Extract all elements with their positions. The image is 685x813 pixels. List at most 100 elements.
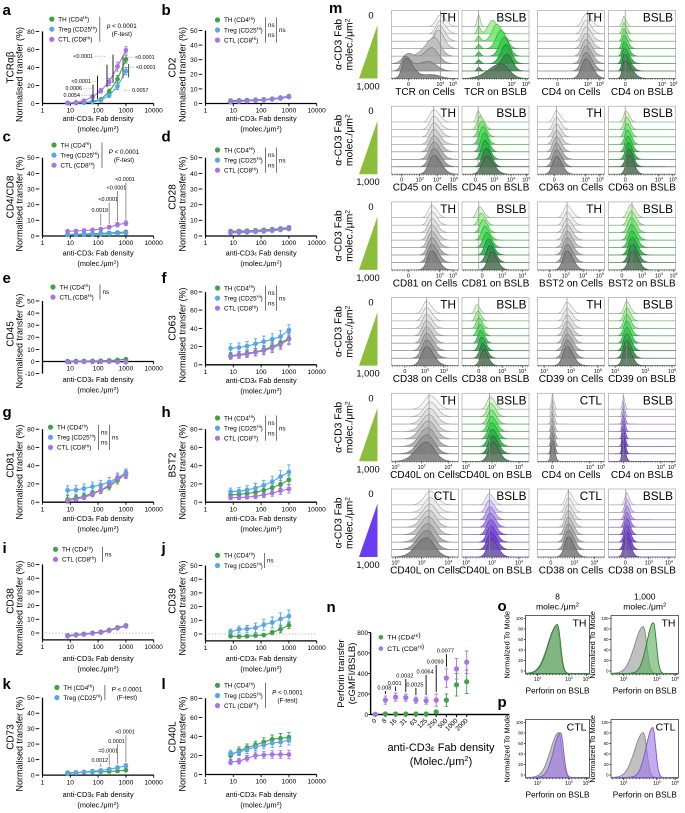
svg-text:103: 103 — [421, 368, 429, 375]
svg-text:0: 0 — [194, 101, 198, 108]
svg-text:CTL (CD8Hi): CTL (CD8Hi) — [61, 161, 95, 169]
svg-text:10000: 10000 — [145, 108, 164, 115]
svg-text:0: 0 — [194, 500, 198, 507]
svg-text:ns: ns — [103, 289, 110, 296]
svg-text:104: 104 — [591, 559, 599, 566]
svg-text:103: 103 — [416, 177, 424, 184]
svg-text:CD28: CD28 — [168, 184, 179, 210]
svg-text:10: 10 — [27, 347, 35, 354]
svg-text:1000: 1000 — [119, 644, 134, 651]
svg-text:10: 10 — [230, 108, 238, 115]
svg-text:ns: ns — [268, 430, 275, 437]
svg-text:104: 104 — [658, 81, 666, 88]
svg-text:Normalised transfer (%): Normalised transfer (%) — [15, 560, 25, 655]
svg-text:80: 80 — [518, 627, 523, 632]
svg-text:<0.0001: <0.0001 — [135, 55, 155, 61]
svg-text:0: 0 — [622, 465, 625, 471]
svg-text:ns: ns — [112, 435, 119, 442]
svg-text:20: 20 — [27, 481, 35, 488]
svg-text:BSLB: BSLB — [496, 11, 526, 25]
svg-text:0: 0 — [371, 717, 379, 725]
svg-text:b: b — [162, 2, 171, 19]
svg-text:(F-test): (F-test) — [114, 157, 134, 164]
svg-text:CD45 on Cells: CD45 on Cells — [393, 183, 457, 194]
svg-text:0: 0 — [31, 630, 35, 637]
svg-text:anti-CD3ε Fab density: anti-CD3ε Fab density — [226, 790, 297, 799]
svg-text:h: h — [162, 404, 171, 421]
svg-text:ns: ns — [279, 27, 286, 34]
svg-text:104: 104 — [582, 177, 590, 184]
svg-text:CTL (CD8Hi): CTL (CD8Hi) — [224, 304, 258, 312]
svg-text:(molec./μm2): (molec./μm2) — [240, 387, 281, 396]
svg-text:20: 20 — [190, 202, 198, 209]
svg-text:20: 20 — [27, 335, 35, 342]
svg-text:1000: 1000 — [282, 240, 297, 247]
svg-text:d: d — [162, 129, 171, 146]
svg-text:104: 104 — [436, 272, 444, 279]
svg-text:Perforin transfer: Perforin transfer — [336, 639, 347, 707]
svg-text:TCRαβ: TCRαβ — [6, 51, 17, 83]
svg-text:f: f — [162, 270, 168, 287]
svg-text:(F-test): (F-test) — [112, 31, 132, 38]
svg-text:104: 104 — [508, 81, 516, 88]
svg-text:0: 0 — [606, 773, 609, 778]
svg-text:TH (CD4Hi): TH (CD4Hi) — [224, 284, 255, 292]
svg-text:0.0054: 0.0054 — [64, 93, 81, 99]
svg-text:anti-CD3ε Fab density: anti-CD3ε Fab density — [63, 375, 134, 384]
svg-text:50: 50 — [27, 695, 35, 702]
svg-text:CD38 on BSLB: CD38 on BSLB — [462, 374, 530, 385]
svg-text:60: 60 — [604, 741, 609, 746]
svg-text:CD40L on Cells: CD40L on Cells — [390, 470, 460, 481]
svg-text:103: 103 — [645, 559, 653, 566]
svg-text:40: 40 — [190, 43, 198, 50]
svg-text:CD40L: CD40L — [168, 721, 179, 753]
svg-text:63: 63 — [409, 717, 419, 727]
svg-text:c: c — [3, 129, 11, 146]
svg-text:CTL: CTL — [434, 489, 457, 503]
svg-text:(molec./μm2): (molec./μm2) — [77, 665, 118, 674]
svg-text:105: 105 — [596, 81, 604, 88]
svg-text:10: 10 — [27, 617, 35, 624]
svg-text:105: 105 — [583, 676, 591, 683]
svg-text:0: 0 — [31, 233, 35, 240]
svg-text:(molec./μm2): (molec./μm2) — [77, 386, 118, 395]
svg-text:104: 104 — [655, 272, 663, 279]
svg-text:104: 104 — [444, 464, 452, 471]
svg-text:1000: 1000 — [282, 369, 297, 376]
svg-text:0: 0 — [31, 101, 35, 108]
svg-text:105: 105 — [594, 368, 602, 375]
svg-text:anti-CD3ε Fab density: anti-CD3ε Fab density — [226, 249, 297, 258]
svg-text:104: 104 — [584, 81, 592, 88]
svg-text:10: 10 — [230, 240, 238, 247]
svg-text:105: 105 — [597, 464, 605, 471]
svg-text:Normalised transfer (%): Normalised transfer (%) — [178, 560, 188, 655]
svg-text:60: 60 — [190, 308, 198, 315]
svg-text:CD63 on Cells: CD63 on Cells — [539, 183, 603, 194]
svg-text:40: 40 — [190, 171, 198, 178]
svg-text:0: 0 — [624, 178, 627, 184]
svg-text:50: 50 — [190, 155, 198, 162]
svg-text:CD40L on Cells: CD40L on Cells — [390, 566, 460, 577]
svg-text:α-CD3 Fab: α-CD3 Fab — [334, 402, 345, 453]
svg-text:20: 20 — [190, 72, 198, 79]
svg-text:(molec./μm2): (molec./μm2) — [77, 259, 118, 268]
svg-text:103: 103 — [562, 272, 570, 279]
svg-text:100: 100 — [256, 506, 267, 513]
svg-text:BSLB: BSLB — [496, 393, 526, 407]
svg-text:(molec./μm2): (molec./μm2) — [77, 525, 118, 534]
svg-text:10000: 10000 — [145, 644, 164, 651]
svg-text:BST2 on BSLB: BST2 on BSLB — [608, 278, 676, 289]
svg-text:0: 0 — [368, 106, 373, 116]
svg-text:0: 0 — [407, 273, 410, 279]
svg-text:(Molec./μm2): (Molec./μm2) — [410, 754, 472, 768]
svg-text:0: 0 — [477, 369, 480, 375]
svg-text:anti-CD3ε Fab density: anti-CD3ε Fab density — [63, 790, 134, 799]
svg-text:(molec./μm2): (molec./μm2) — [240, 525, 281, 534]
svg-text:10000: 10000 — [145, 779, 164, 786]
svg-text:10000: 10000 — [308, 369, 327, 376]
svg-text:BST2: BST2 — [168, 452, 179, 477]
svg-text:CD38 on BSLB: CD38 on BSLB — [608, 566, 676, 577]
svg-text:104: 104 — [655, 177, 663, 184]
svg-text:a: a — [3, 2, 12, 19]
svg-text:50: 50 — [27, 298, 35, 305]
